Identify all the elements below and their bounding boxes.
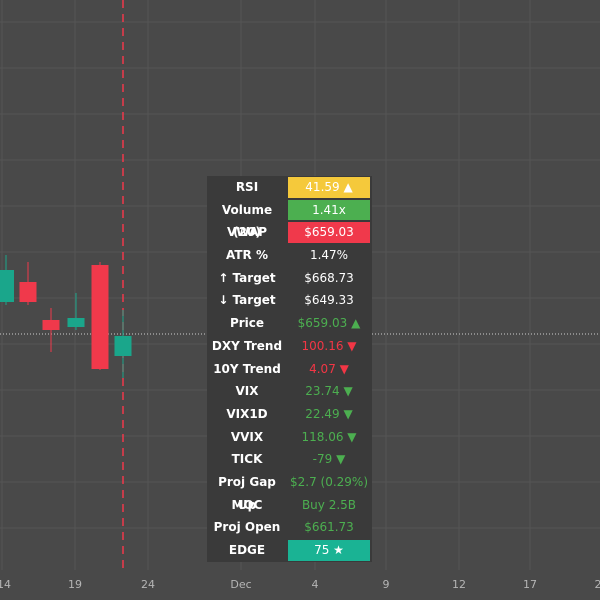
indicator-row: EDGE 75 ★ (207, 539, 372, 562)
indicator-value: $659.03 ▲ (297, 316, 361, 331)
indicator-row: Proj Open $661.73 (207, 516, 372, 539)
x-axis-tick-label: Dec (230, 578, 252, 591)
indicator-label: ↑ Target (218, 270, 276, 285)
indicator-value: 22.49 ▼ (305, 406, 353, 421)
indicator-label: ATR % (226, 248, 268, 263)
indicator-row: DXY Trend 100.16 ▼ (207, 335, 372, 358)
indicator-label: Proj Gap Up (218, 474, 276, 512)
indicator-label: VWAP (226, 225, 268, 240)
x-axis-tick-label: 9 (382, 578, 390, 591)
indicator-value: $659.03 (288, 222, 370, 244)
x-axis-tick-label: 14 (0, 578, 11, 591)
indicator-value: 1.47% (309, 248, 349, 263)
indicator-label: 10Y Trend (213, 361, 281, 376)
indicator-row: VVIX 118.06 ▼ (207, 426, 372, 449)
x-axis-tick-label: 4 (311, 578, 319, 591)
indicator-value: $2.7 (0.29%) (289, 474, 369, 489)
indicator-row: Proj Gap Up $2.7 (0.29%) (207, 471, 372, 512)
indicator-label: VIX (235, 384, 259, 399)
x-axis-tick-label: 19 (68, 578, 82, 591)
indicator-label: ↓ Target (218, 293, 276, 308)
x-axis-tick-label: 24 (141, 578, 155, 591)
indicator-value: 23.74 ▼ (305, 384, 353, 399)
indicator-row: Volume (20) 1.41x (207, 199, 372, 240)
indicator-row: VIX 23.74 ▼ (207, 380, 372, 403)
indicator-value: $661.73 (304, 520, 354, 535)
indicator-row: VIX1D 22.49 ▼ (207, 403, 372, 426)
indicator-label: Price (229, 316, 265, 331)
indicator-label: Proj Open (213, 520, 281, 535)
x-axis-tick-label: 17 (523, 578, 537, 591)
candlesticks (0, 255, 132, 378)
indicator-label: MOC (231, 497, 263, 512)
indicator-row: MOC Buy 2.5B (207, 494, 372, 517)
indicator-label: EDGE (228, 543, 266, 557)
indicator-value: -79 ▼ (312, 452, 346, 467)
indicator-row: VWAP $659.03 (207, 221, 372, 244)
candle-body (19, 282, 37, 302)
indicator-value: 100.16 ▼ (301, 338, 357, 353)
indicator-row: ↑ Target $668.73 (207, 267, 372, 290)
x-axis-tick-label: 2 (594, 578, 600, 591)
x-axis-tick-label: 12 (452, 578, 466, 591)
indicator-row: TICK -79 ▼ (207, 448, 372, 471)
indicator-table: RSI 41.59 ▲ Volume (20) 1.41x VWAP $659.03 ATR… (207, 176, 372, 562)
indicator-value: 1.41x (288, 199, 370, 221)
indicator-label: VVIX (230, 429, 264, 444)
candle-body (91, 265, 109, 369)
indicator-value: Buy 2.5B (301, 497, 357, 512)
indicator-value: $649.33 (304, 293, 354, 308)
candle-body (42, 320, 60, 330)
indicator-row: RSI 41.59 ▲ (207, 176, 372, 199)
indicator-row: 10Y Trend 4.07 ▼ (207, 358, 372, 381)
indicator-label: Volume (20) (221, 202, 273, 240)
indicator-value: 75 ★ (288, 540, 370, 561)
indicator-label: RSI (235, 180, 259, 194)
indicator-value: 4.07 ▼ (309, 361, 349, 376)
indicator-label: TICK (231, 452, 263, 467)
candle-body (114, 336, 132, 356)
indicator-row: Price $659.03 ▲ (207, 312, 372, 335)
indicator-row: ATR % 1.47% (207, 244, 372, 267)
indicator-label: DXY Trend (211, 338, 283, 353)
indicator-value: $668.73 (304, 270, 354, 285)
candle-body (0, 270, 14, 302)
candle-body (67, 318, 85, 327)
indicator-row: ↓ Target $649.33 (207, 289, 372, 312)
indicator-value: 41.59 ▲ (288, 177, 370, 198)
indicator-label: VIX1D (226, 406, 268, 421)
indicator-value: 118.06 ▼ (301, 429, 357, 444)
